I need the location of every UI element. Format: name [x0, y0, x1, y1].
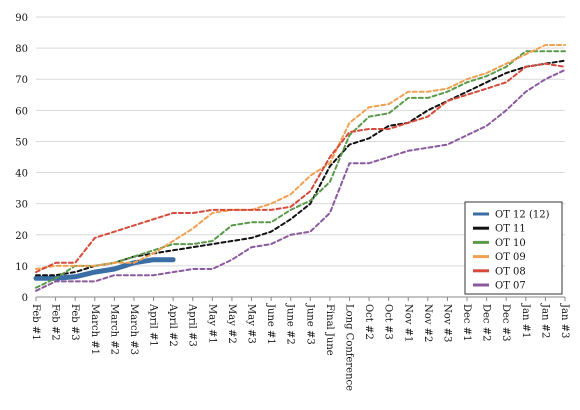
series-line-ot-08	[35, 62, 566, 274]
x-tick-label: Nov #1	[402, 304, 413, 342]
x-tick-label: Feb #3	[69, 304, 80, 341]
legend-box	[464, 201, 563, 295]
series-line-ot-10	[35, 50, 566, 289]
series-line-ot-07	[35, 68, 566, 292]
x-tick-label: Dec #2	[481, 304, 492, 341]
legend-label: OT 09	[495, 252, 526, 263]
y-tick-label: 50	[15, 137, 28, 148]
x-tick-label: Nov #2	[422, 304, 433, 342]
x-tick-label: Jan #2	[539, 303, 550, 338]
legend: OT 12 (12) OT 11 OT 10 OT 09 OT 08 OT 07	[464, 201, 563, 295]
x-axis-tick-labels: Feb #1 Feb #2 Feb #3 March #1 March #2 March …	[30, 303, 570, 391]
y-tick-label: 20	[15, 231, 28, 242]
x-tick-label: June #2	[285, 303, 296, 345]
legend-label: OT 11	[495, 224, 526, 235]
legend-label: OT 08	[495, 266, 526, 277]
x-tick-label: Feb #2	[50, 304, 61, 341]
y-tick-label: 80	[15, 44, 28, 55]
x-tick-label: Dec #3	[500, 304, 511, 341]
x-tick-label: April #2	[167, 303, 178, 347]
gridlines	[36, 16, 565, 267]
y-tick-label: 10	[15, 262, 28, 273]
x-tick-label: June #1	[265, 303, 276, 345]
x-tick-label: Jan #1	[520, 303, 531, 338]
x-tick-label: Long Conference	[343, 304, 354, 391]
x-tick-label: Feb #1	[30, 304, 41, 341]
x-tick-label: March #1	[89, 304, 100, 355]
x-tick-label: March #2	[108, 304, 119, 355]
x-tick-label: May #1	[206, 304, 217, 344]
series-lines	[33, 44, 566, 292]
x-tick-label: June #3	[304, 303, 315, 345]
axes	[35, 296, 566, 301]
series-line-ot-09	[35, 44, 566, 270]
y-tick-label: 0	[22, 293, 28, 304]
series-line-ot-12-12	[33, 257, 176, 281]
x-tick-label: April #1	[148, 303, 159, 347]
x-tick-label: Jan #3	[559, 303, 570, 338]
x-tick-label: Oct #2	[363, 304, 374, 340]
x-tick-label: April #3	[187, 303, 198, 347]
y-axis-tick-labels: 0 10 20 30 40 50 60 70 80 90	[15, 13, 28, 304]
x-tick-label: May #2	[226, 304, 237, 344]
legend-label: OT 10	[495, 238, 526, 249]
x-tick-label: March #3	[128, 304, 139, 355]
x-tick-label: May #3	[246, 304, 257, 344]
y-tick-label: 70	[15, 75, 28, 86]
legend-label: OT 12 (12)	[495, 210, 550, 221]
y-tick-label: 30	[15, 200, 28, 211]
x-tick-label: Final June	[324, 304, 335, 356]
y-tick-label: 60	[15, 106, 28, 117]
legend-label: OT 07	[495, 281, 526, 292]
y-tick-label: 90	[15, 13, 28, 24]
x-tick-label: Oct #3	[383, 304, 394, 340]
x-tick-label: Dec #1	[461, 304, 472, 341]
y-tick-label: 40	[15, 169, 28, 180]
x-tick-label: Nov #3	[441, 304, 452, 342]
